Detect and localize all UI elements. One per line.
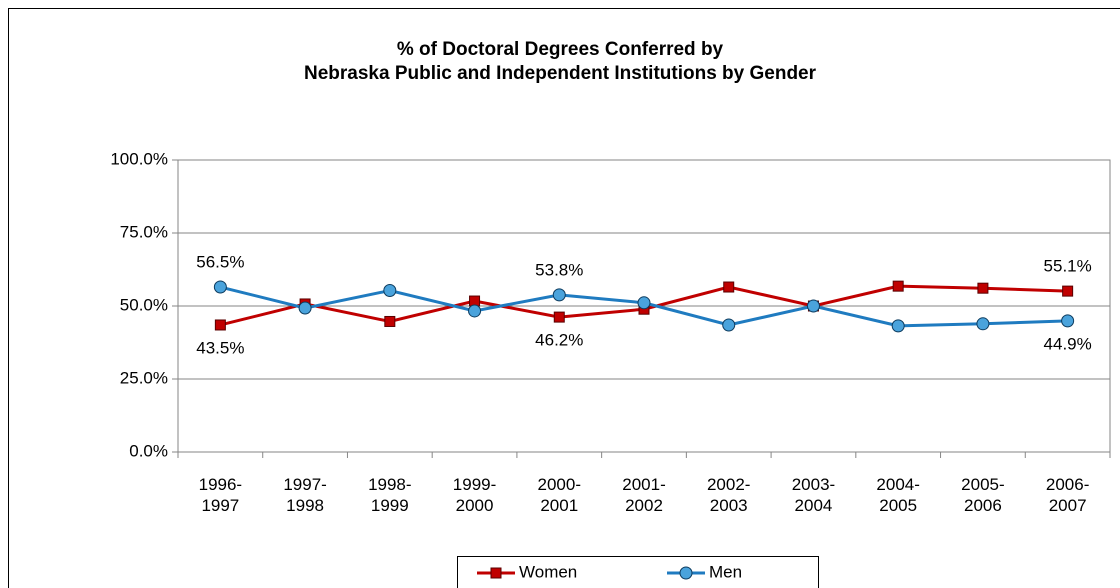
- data-label: 55.1%: [1044, 257, 1092, 276]
- x-tick-label: 1998- 1999: [368, 475, 412, 515]
- legend-box: [457, 556, 819, 588]
- marker: [977, 282, 989, 294]
- marker: [214, 319, 226, 331]
- y-tick-label: 75.0%: [120, 222, 168, 241]
- marker: [552, 288, 566, 302]
- x-tick-label: 2001- 2002: [622, 475, 666, 515]
- marker: [1062, 285, 1074, 297]
- marker: [976, 317, 990, 331]
- x-tick-label: 2005- 2006: [961, 475, 1005, 515]
- data-label: 53.8%: [535, 260, 583, 279]
- x-tick-label: 1997- 1998: [283, 475, 327, 515]
- x-tick-label: 2006- 2007: [1045, 475, 1090, 515]
- legend-marker: [679, 566, 693, 580]
- legend-label: Men: [709, 562, 742, 581]
- legend-marker: [490, 567, 502, 579]
- marker: [722, 318, 736, 332]
- marker: [553, 311, 565, 323]
- y-tick-label: 0.0%: [129, 441, 168, 460]
- marker: [384, 315, 396, 327]
- marker: [1061, 314, 1075, 328]
- x-tick-label: 2002- 2003: [706, 475, 751, 515]
- y-tick-label: 100.0%: [110, 149, 168, 168]
- y-tick-label: 25.0%: [120, 368, 168, 387]
- data-label: 44.9%: [1044, 334, 1092, 353]
- x-tick-label: 1996- 1997: [198, 475, 243, 515]
- marker: [891, 319, 905, 333]
- data-label: 46.2%: [535, 331, 583, 350]
- plot-border: [177, 159, 1111, 453]
- marker: [213, 280, 227, 294]
- marker: [723, 281, 735, 293]
- marker: [806, 299, 820, 313]
- x-tick-label: 2003- 2004: [791, 475, 836, 515]
- marker: [637, 296, 651, 310]
- x-tick-label: 2004- 2005: [876, 475, 920, 515]
- y-tick-label: 50.0%: [120, 295, 168, 314]
- marker: [468, 304, 482, 318]
- x-tick-label: 1999- 2000: [452, 475, 497, 515]
- marker: [892, 280, 904, 292]
- marker: [383, 284, 397, 298]
- data-label: 43.5%: [196, 338, 244, 357]
- data-label: 56.5%: [196, 253, 244, 272]
- marker: [298, 301, 312, 315]
- legend-label: Women: [519, 562, 577, 581]
- chart-title: % of Doctoral Degrees Conferred by Nebra…: [303, 39, 817, 84]
- chart-border: [8, 8, 1120, 588]
- x-tick-label: 2000- 2001: [537, 475, 581, 515]
